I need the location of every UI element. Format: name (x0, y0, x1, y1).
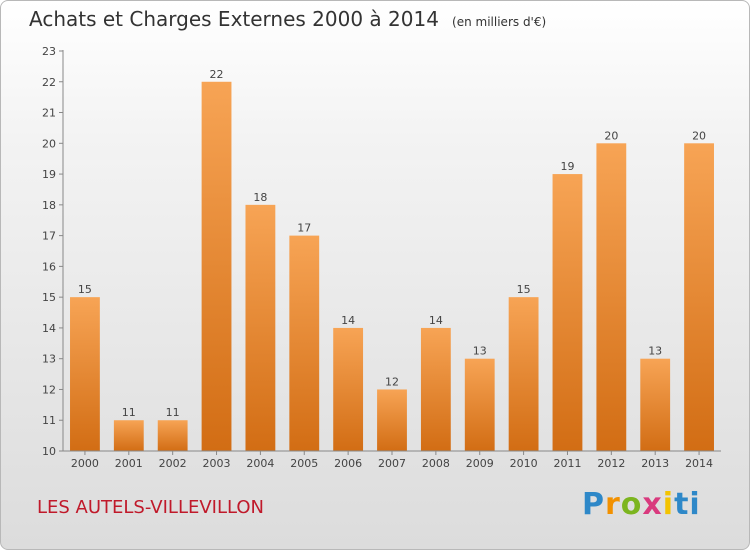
y-tick-label: 21 (42, 107, 56, 120)
bar (596, 143, 627, 452)
bar (684, 143, 714, 452)
bar-value-label: 15 (517, 283, 531, 296)
y-tick-label: 18 (42, 199, 56, 212)
bar-value-label: 14 (429, 314, 443, 327)
y-tick-label: 17 (42, 230, 56, 243)
bar (113, 420, 144, 451)
bar-value-label: 20 (604, 129, 618, 142)
bar (333, 327, 364, 451)
x-tick-label: 2010 (510, 457, 538, 470)
bar-value-label: 14 (341, 314, 355, 327)
bar-value-label: 17 (297, 222, 311, 235)
y-tick-label: 11 (42, 414, 56, 427)
y-tick-label: 16 (42, 260, 56, 273)
bar-value-label: 20 (692, 129, 706, 142)
x-tick-label: 2011 (553, 457, 581, 470)
bar (245, 204, 276, 451)
y-tick-label: 10 (42, 445, 56, 458)
x-tick-label: 2014 (685, 457, 713, 470)
x-tick-label: 2003 (203, 457, 231, 470)
x-tick-label: 2004 (246, 457, 274, 470)
x-tick-label: 2013 (641, 457, 669, 470)
x-tick-label: 2008 (422, 457, 450, 470)
bar (464, 358, 495, 451)
bar (640, 358, 671, 451)
y-tick-label: 22 (42, 76, 56, 89)
x-tick-label: 2009 (466, 457, 494, 470)
x-tick-label: 2012 (597, 457, 625, 470)
x-tick-label: 2005 (290, 457, 318, 470)
y-tick-label: 23 (42, 45, 56, 58)
bar (420, 327, 451, 451)
bar-value-label: 11 (166, 406, 180, 419)
title-row: Achats et Charges Externes 2000 à 2014 (… (29, 7, 546, 31)
bar (289, 235, 320, 451)
x-tick-label: 2006 (334, 457, 362, 470)
proxiti-logo: Proxiti (582, 487, 701, 522)
bar (508, 297, 539, 451)
bar-value-label: 15 (78, 283, 92, 296)
chart-subtitle: (en milliers d'€) (452, 15, 547, 29)
bar-value-label: 19 (560, 160, 574, 173)
y-tick-label: 19 (42, 168, 56, 181)
bar-value-label: 22 (210, 68, 224, 81)
y-tick-label: 15 (42, 291, 56, 304)
y-tick-label: 13 (42, 353, 56, 366)
commune-name: LES AUTELS-VILLEVILLON (37, 497, 265, 518)
bar (157, 420, 188, 451)
bar (201, 81, 232, 452)
bar (552, 174, 583, 452)
bar-value-label: 12 (385, 375, 399, 388)
y-tick-label: 20 (42, 137, 56, 150)
bar-value-label: 18 (253, 191, 267, 204)
y-tick-label: 12 (42, 383, 56, 396)
bar-value-label: 13 (473, 345, 487, 358)
axes-group: 10 11 12 13 14 15 16 17 18 19 20 21 22 23 2000 2001 2002… (42, 45, 721, 470)
bar (70, 297, 100, 451)
bars-group: 15 11 11 22 18 17 14 12 14 13 15 19 20 13 20 (70, 68, 714, 452)
bar-value-label: 11 (122, 406, 136, 419)
bar (377, 389, 407, 451)
x-tick-label: 2007 (378, 457, 406, 470)
bar-value-label: 13 (648, 345, 662, 358)
x-tick-label: 2002 (159, 457, 187, 470)
y-tick-label: 14 (42, 322, 56, 335)
x-tick-label: 2000 (71, 457, 99, 470)
x-tick-label: 2001 (115, 457, 143, 470)
chart-title: Achats et Charges Externes 2000 à 2014 (29, 7, 439, 31)
